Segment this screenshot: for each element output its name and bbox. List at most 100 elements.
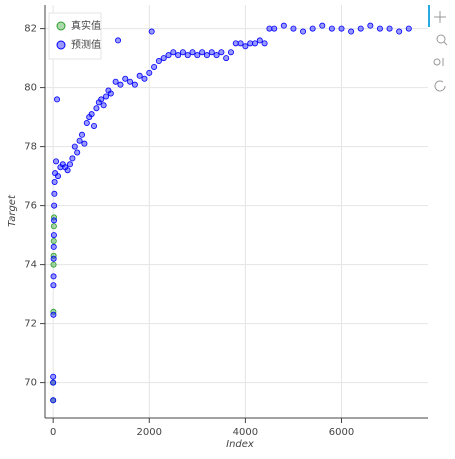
point xyxy=(91,122,98,129)
point xyxy=(376,25,383,32)
point xyxy=(83,120,90,127)
point xyxy=(151,63,158,70)
y-tick-label: 70 xyxy=(24,378,37,389)
point xyxy=(237,40,244,47)
y-tick-label: 80 xyxy=(24,83,37,94)
point xyxy=(319,22,326,29)
y-tick-label: 76 xyxy=(24,201,37,212)
wheel-zoom-tool[interactable] xyxy=(433,58,444,66)
point xyxy=(256,37,263,44)
point xyxy=(213,52,220,59)
point xyxy=(242,43,249,50)
point xyxy=(165,52,172,59)
point xyxy=(170,49,177,56)
y-tick-label: 82 xyxy=(24,24,37,35)
point xyxy=(175,52,182,59)
point xyxy=(51,202,58,209)
point xyxy=(54,173,61,180)
y-tick-label: 74 xyxy=(24,260,37,271)
point xyxy=(309,25,316,32)
point xyxy=(69,155,76,162)
point xyxy=(203,52,210,59)
point xyxy=(223,55,230,62)
point xyxy=(71,143,78,150)
point xyxy=(396,28,403,35)
toolbar xyxy=(428,5,448,92)
y-tick-label: 72 xyxy=(24,319,37,330)
point xyxy=(348,28,355,35)
point xyxy=(131,81,138,88)
point xyxy=(93,105,100,112)
x-tick-label: 2000 xyxy=(137,427,162,438)
point xyxy=(328,25,335,32)
point xyxy=(50,282,57,289)
point xyxy=(280,22,287,29)
point xyxy=(271,25,278,32)
point xyxy=(386,25,393,32)
point xyxy=(51,190,58,197)
point xyxy=(136,72,143,79)
point xyxy=(179,49,186,56)
point xyxy=(50,273,57,280)
point xyxy=(115,37,122,44)
point xyxy=(54,96,61,103)
point xyxy=(227,49,234,56)
pan-tool[interactable] xyxy=(434,11,446,23)
point xyxy=(79,131,86,138)
point xyxy=(50,311,57,318)
point xyxy=(338,25,345,32)
zoom-tool[interactable] xyxy=(436,34,448,46)
point xyxy=(50,373,57,380)
toolbar-indicator xyxy=(428,5,430,27)
point xyxy=(199,49,206,56)
reset-tool[interactable] xyxy=(434,80,446,92)
legend-marker xyxy=(56,21,66,31)
point xyxy=(300,28,307,35)
point xyxy=(189,49,196,56)
x-tick-label: 4000 xyxy=(233,427,258,438)
point xyxy=(98,96,105,103)
point xyxy=(50,232,57,239)
point xyxy=(117,81,124,88)
point xyxy=(51,217,58,224)
point xyxy=(122,75,129,82)
point xyxy=(53,158,60,165)
point xyxy=(50,397,57,404)
point xyxy=(50,379,57,386)
point xyxy=(357,25,364,32)
point xyxy=(50,261,57,268)
point xyxy=(50,237,57,244)
point xyxy=(51,178,58,185)
point xyxy=(100,102,107,109)
point xyxy=(107,90,114,97)
point xyxy=(252,40,259,47)
legend-label: 预测值 xyxy=(71,38,101,51)
legend-box xyxy=(48,12,102,60)
x-tick-label: 0 xyxy=(50,427,56,438)
point xyxy=(103,93,110,100)
x-axis-label: Index xyxy=(226,439,254,450)
legend-marker xyxy=(56,40,66,50)
point xyxy=(50,255,57,262)
point xyxy=(208,49,215,56)
point xyxy=(218,49,225,56)
point xyxy=(155,58,162,65)
point xyxy=(290,25,297,32)
point xyxy=(66,161,73,168)
point xyxy=(146,69,153,76)
point xyxy=(184,52,191,59)
legend-label: 真实值 xyxy=(71,19,101,32)
point xyxy=(76,137,83,144)
point xyxy=(81,140,88,147)
point xyxy=(261,40,268,47)
x-tick-label: 6000 xyxy=(329,427,354,438)
point xyxy=(74,149,81,156)
point xyxy=(50,223,57,230)
point xyxy=(148,28,155,35)
point xyxy=(50,243,57,250)
point xyxy=(112,78,119,85)
point xyxy=(127,78,134,85)
point xyxy=(160,55,167,62)
